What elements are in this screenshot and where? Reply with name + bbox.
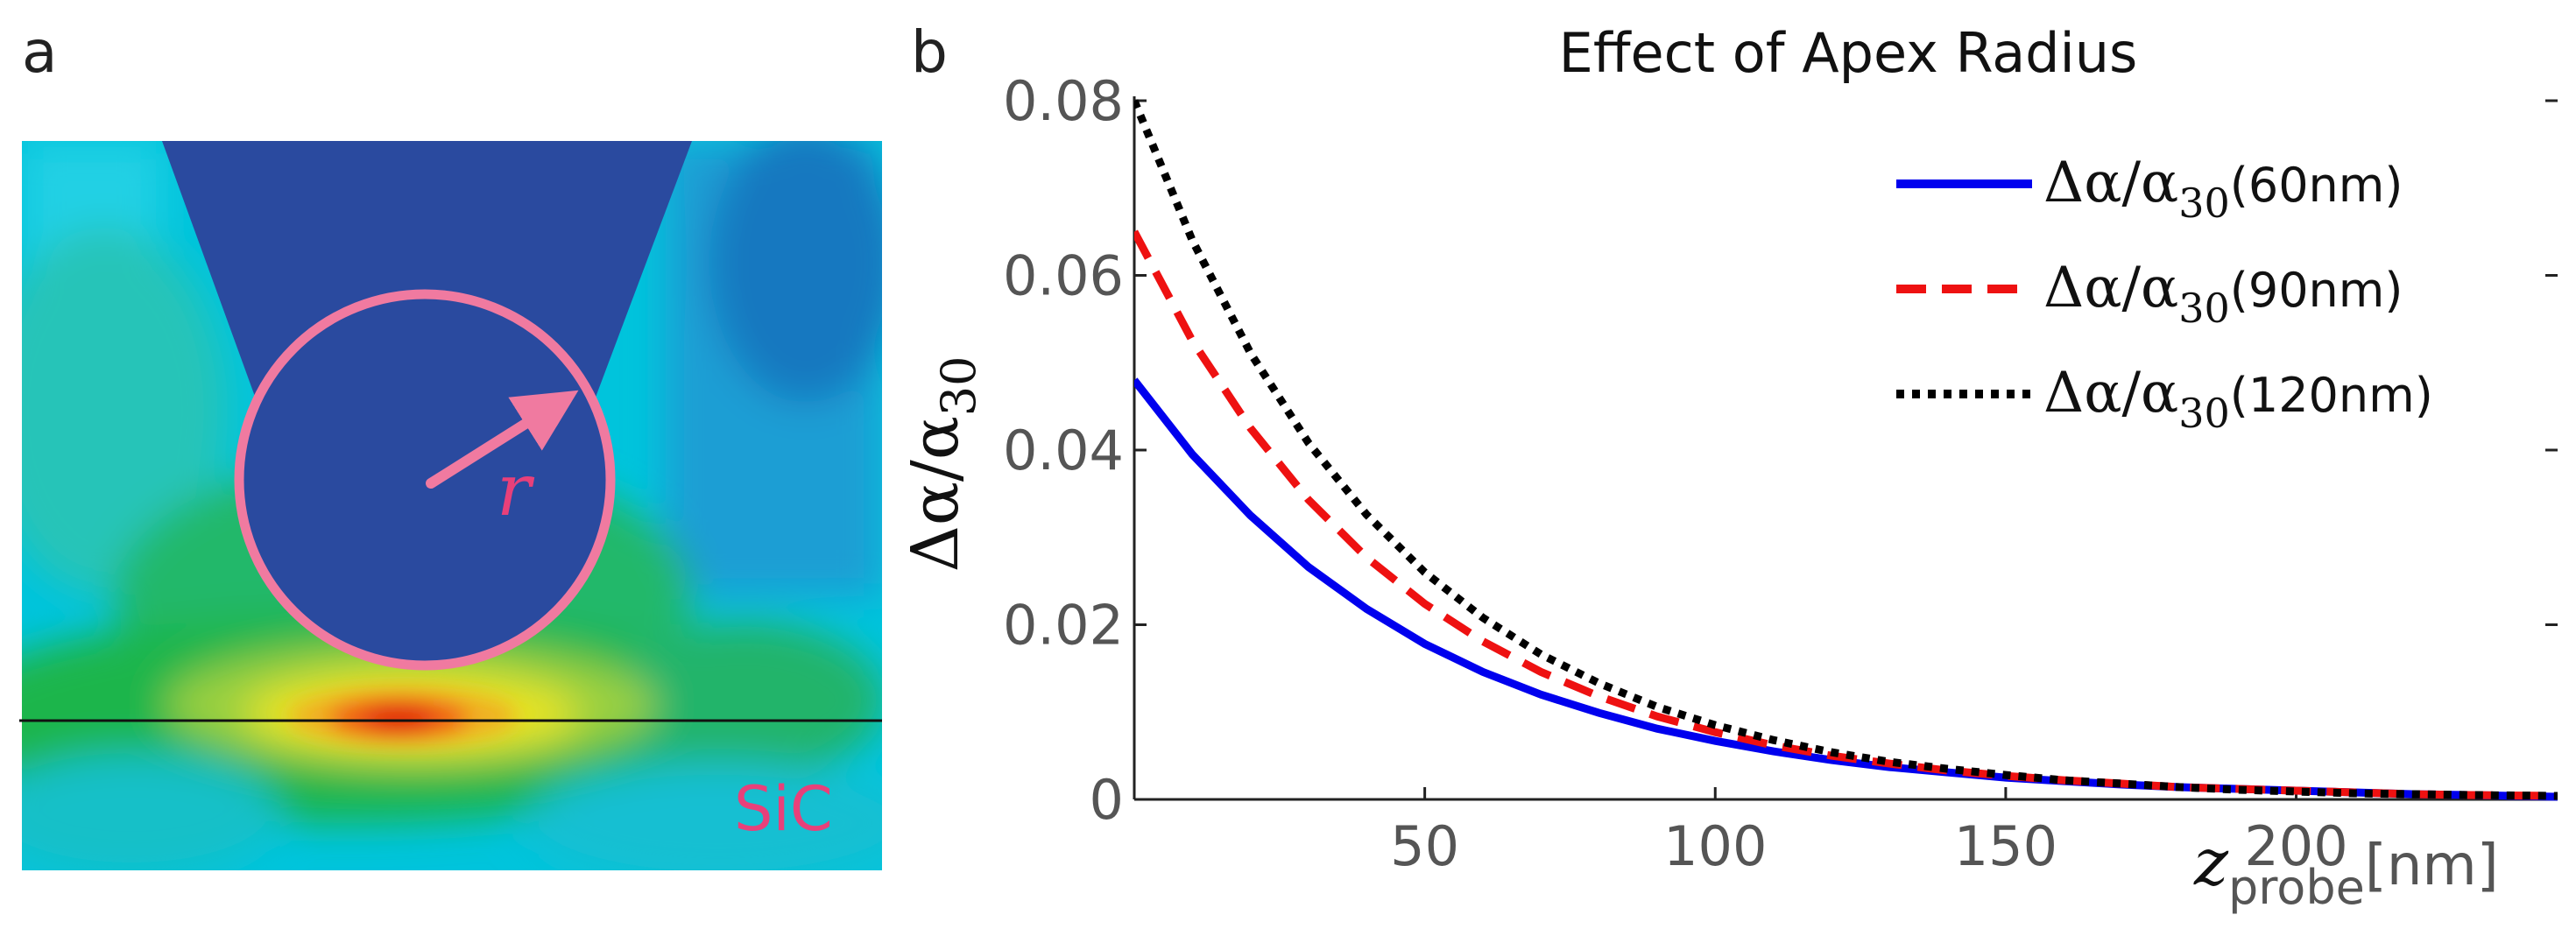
x-tick-label: 100 (1663, 814, 1767, 878)
x-tick-label: 150 (1954, 814, 2057, 878)
hot-spot (289, 688, 517, 744)
chart-title: Effect of Apex Radius (1559, 21, 2138, 85)
x-axis-label-symbol: z (2193, 825, 2229, 900)
legend-label-main: Δα/α (2043, 151, 2178, 215)
svg-text:Δα/α30: Δα/α30 (898, 355, 986, 572)
y-axis-label: Δα/α30 (898, 355, 986, 572)
legend-label-main: Δα/α (2043, 361, 2178, 426)
radius-arrow (426, 390, 579, 489)
panel-b-label: b (911, 18, 948, 86)
legend-label-suffix: (120nm) (2230, 368, 2433, 423)
x-axis-label-unit: [nm] (2365, 834, 2499, 898)
field-map-panel (22, 141, 882, 870)
sic-label: SiC (734, 773, 833, 845)
y-tick-label: 0.08 (1003, 69, 1124, 133)
legend-label-1: Δα/α30(90nm) (2043, 256, 2403, 332)
radius-symbol: r (497, 449, 535, 532)
legend-label-sub: 30 (2178, 179, 2230, 227)
ticks: 50 100 150 200 0 0.02 0.04 0.06 0.08 (1003, 69, 2558, 878)
apex-circle (234, 289, 616, 671)
legend-label-main: Δα/α (2043, 256, 2178, 320)
probe-apex (239, 294, 610, 665)
series-line-0 (1134, 377, 2558, 801)
y-axis-label-sub: 30 (931, 355, 986, 416)
series-layer (1134, 99, 2558, 801)
y-tick-label: 0.04 (1003, 419, 1124, 482)
y-axis-label-main: Δα/α (898, 416, 973, 572)
x-axis-label: zprobe[nm] (2193, 825, 2499, 915)
y-tick-label: 0 (1090, 768, 1124, 832)
legend-label-suffix: (90nm) (2230, 263, 2403, 318)
x-tick-label: 200 (2244, 814, 2347, 878)
axes (1133, 96, 2558, 801)
y-tick-label: 0.06 (1003, 244, 1124, 308)
legend: Δα/α30(60nm)Δα/α30(90nm)Δα/α30(120nm) (1896, 151, 2433, 437)
legend-label-suffix: (60nm) (2230, 158, 2403, 213)
x-tick-label: 50 (1390, 814, 1459, 878)
legend-label-sub: 30 (2178, 390, 2230, 437)
legend-label-0: Δα/α30(60nm) (2043, 151, 2403, 227)
legend-label-2: Δα/α30(120nm) (2043, 361, 2433, 437)
x-axis-label-sub: probe (2228, 860, 2365, 915)
legend-label-sub: 30 (2178, 285, 2230, 332)
series-line-2 (1134, 99, 2558, 800)
y-tick-label: 0.02 (1003, 594, 1124, 658)
panel-a-label: a (22, 18, 57, 86)
